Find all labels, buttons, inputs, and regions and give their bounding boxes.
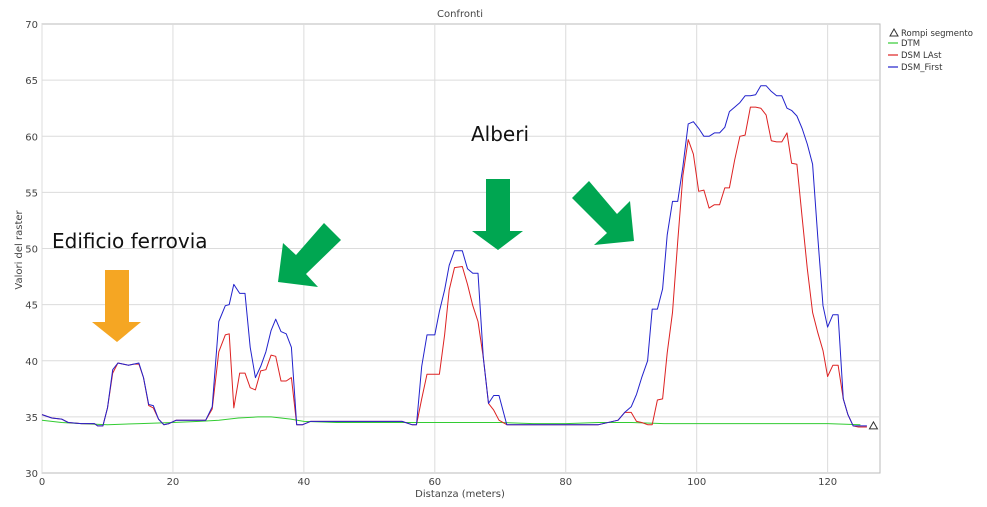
x-tick-label: 100 — [687, 477, 706, 488]
annotation-label-edificio: Edificio ferrovia — [52, 229, 208, 253]
x-tick-label: 120 — [818, 477, 837, 488]
series-line-dtm — [41, 416, 861, 426]
x-tick-label: 20 — [167, 477, 180, 488]
green-diagonal-arrow-icon — [278, 223, 341, 287]
legend-label: DSM_First — [901, 63, 943, 73]
series-lines — [41, 85, 867, 428]
y-tick-label: 50 — [25, 245, 38, 256]
grid — [41, 24, 880, 473]
y-tick-label: 70 — [25, 20, 38, 31]
annotations: Edificio ferrovia Alberi — [52, 122, 634, 342]
y-axis-title: Valori del raster — [14, 209, 25, 289]
y-tick-label: 30 — [25, 469, 38, 480]
axis-ticks: 0 20 40 60 80 100 120 30 35 40 45 50 55 60 65 70 — [25, 20, 837, 488]
y-tick-label: 60 — [25, 132, 38, 143]
y-tick-label: 65 — [25, 76, 38, 87]
y-tick-label: 55 — [25, 188, 38, 199]
x-axis-title: Distanza (meters) — [415, 489, 505, 500]
y-tick-label: 45 — [25, 301, 38, 312]
x-tick-label: 80 — [559, 477, 572, 488]
orange-down-arrow-icon — [92, 270, 141, 342]
legend-label-break: Rompi segmento — [901, 29, 973, 39]
x-tick-label: 0 — [39, 477, 45, 488]
series-line-dsm-first — [41, 85, 867, 427]
y-tick-label: 35 — [25, 413, 38, 424]
green-diagonal-arrow-icon — [572, 181, 634, 245]
x-tick-label: 60 — [428, 477, 441, 488]
legend-label: DSM LAst — [901, 51, 942, 61]
legend: Rompi segmento DTM DSM LAst DSM_First — [888, 27, 973, 73]
legend-triangle-icon — [889, 27, 899, 37]
y-tick-label: 40 — [25, 357, 38, 368]
segment-break-triangle-icon — [868, 420, 879, 430]
x-tick-label: 40 — [298, 477, 311, 488]
legend-label: DTM — [901, 39, 920, 49]
chart-title: Confronti — [437, 9, 483, 20]
annotation-label-alberi: Alberi — [471, 122, 529, 146]
green-down-arrow-icon — [472, 179, 523, 250]
